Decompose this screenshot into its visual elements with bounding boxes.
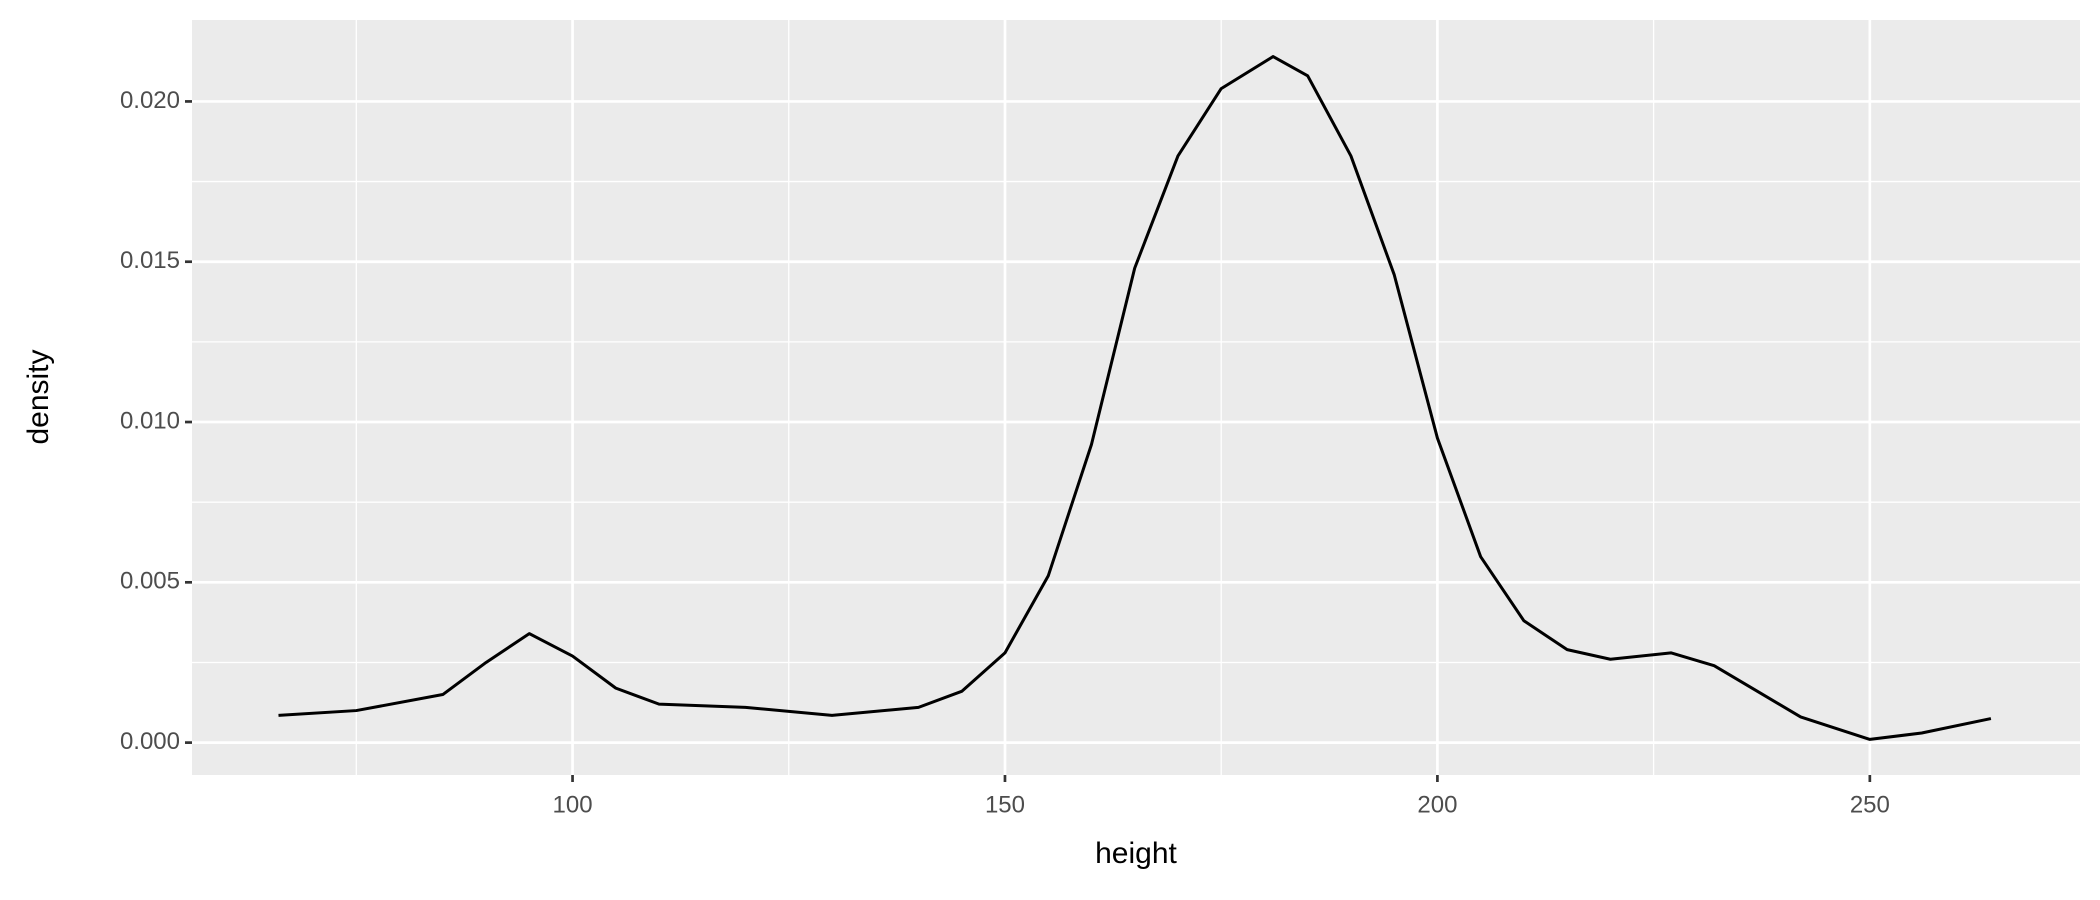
x-tick-label: 200	[1417, 791, 1457, 818]
panel	[192, 20, 2080, 775]
y-tick-label: 0.015	[120, 247, 180, 274]
y-tick-label: 0.020	[120, 87, 180, 114]
x-axis-title: height	[1095, 837, 1177, 870]
marks	[278, 55, 1992, 741]
x-tick-label: 250	[1850, 791, 1890, 818]
density-line	[278, 55, 1992, 741]
y-tick-label: 0.000	[120, 728, 180, 755]
x-tick-label: 100	[553, 791, 593, 818]
grid	[192, 20, 2080, 775]
y-axis-title: density	[22, 349, 55, 444]
y-tick-label: 0.010	[120, 407, 180, 434]
y-tick-label: 0.005	[120, 568, 180, 595]
x-tick-label: 150	[985, 791, 1025, 818]
